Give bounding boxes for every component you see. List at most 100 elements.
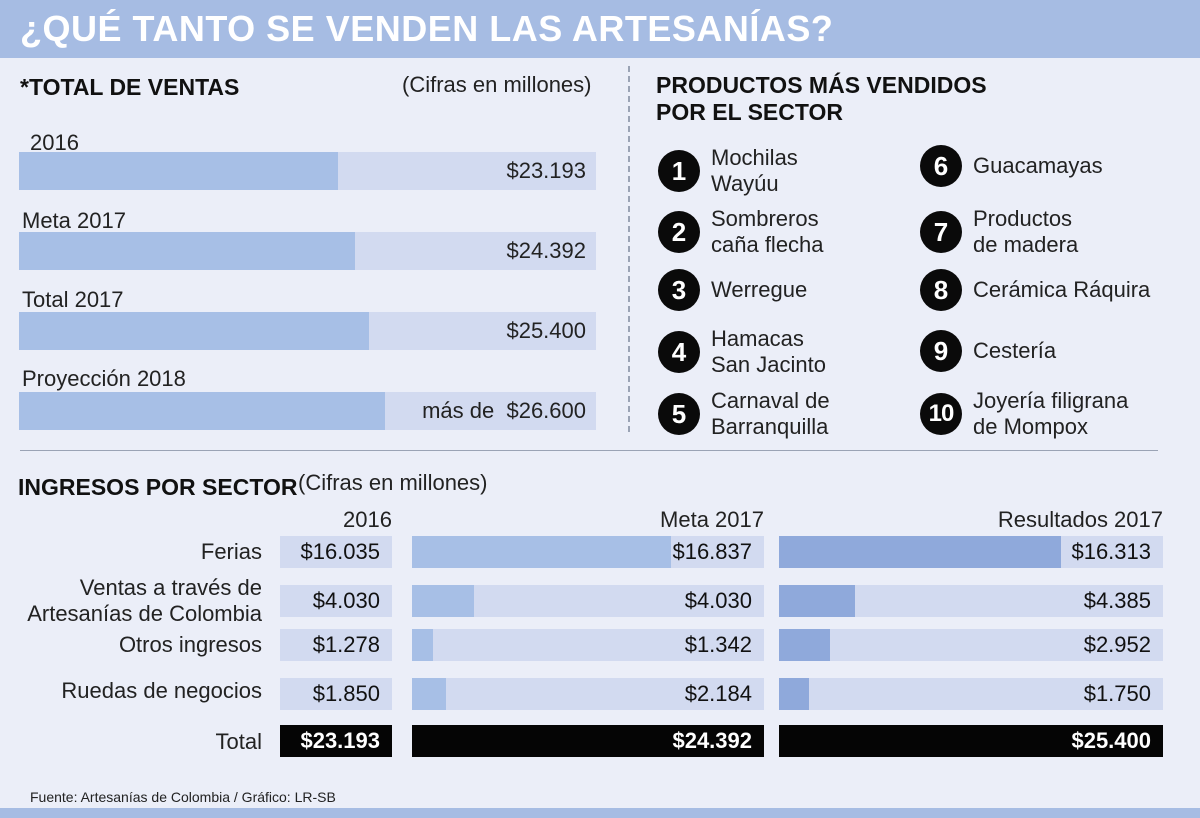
cell-2016-ferias: $16.035 — [280, 536, 392, 568]
product-rank-badge: 5 — [658, 393, 700, 435]
product-item-9: 9 Cestería — [920, 330, 1056, 372]
product-rank-badge: 2 — [658, 211, 700, 253]
tv-bar-total-2017: $25.400 — [19, 312, 596, 350]
tv-value-2016: $23.193 — [506, 158, 586, 183]
product-name: Carnaval de Barranquilla — [711, 388, 830, 439]
tv-bar-fill — [19, 312, 369, 350]
vertical-divider — [628, 66, 630, 432]
product-item-5: 5 Carnaval de Barranquilla — [658, 388, 830, 440]
total-ventas-heading: *TOTAL DE VENTAS — [20, 74, 240, 100]
bar-meta-2017-otros — [412, 629, 433, 661]
cell-value: $2.952 — [1083, 632, 1151, 657]
tv-prefix: más de — [422, 398, 495, 423]
product-rank-badge: 7 — [920, 211, 962, 253]
source-credit: Fuente: Artesanías de Colombia / Gráfico… — [30, 789, 336, 805]
product-rank-badge: 6 — [920, 145, 962, 187]
bar-meta-2017-ferias — [412, 536, 671, 568]
cell-meta-ruedas: $2.184 — [412, 678, 764, 710]
tv-value-meta-2017: $24.392 — [506, 238, 586, 263]
cell-res-total: $25.400 — [779, 725, 1163, 757]
product-rank-badge: 10 — [920, 393, 962, 435]
bar-meta-2017-ruedas — [412, 678, 446, 710]
product-item-3: 3 Werregue — [658, 269, 807, 311]
product-item-1: 1 Mochilas Wayúu — [658, 145, 798, 197]
product-item-6: 6 Guacamayas — [920, 145, 1103, 187]
bar-resultados-2017-ferias — [779, 536, 1061, 568]
bar-resultados-2017-ruedas — [779, 678, 809, 710]
product-name: Hamacas San Jacinto — [711, 326, 826, 377]
product-name: Joyería filigrana de Mompox — [973, 388, 1129, 439]
cell-meta-otros: $1.342 — [412, 629, 764, 661]
tv-bar-proyeccion-2018: más de $26.600 — [19, 392, 596, 430]
cell-value: $16.035 — [300, 539, 380, 564]
cell-res-ruedas: $1.750 — [779, 678, 1163, 710]
cell-value: $1.342 — [684, 632, 752, 657]
cell-value: $23.193 — [300, 728, 380, 753]
cell-value: $2.184 — [684, 681, 752, 706]
total-ventas-units-note: (Cifras en millones) — [402, 72, 592, 97]
cell-meta-ventas: $4.030 — [412, 585, 764, 617]
tv-bar-fill — [19, 232, 355, 270]
tv-label-total-2017: Total 2017 — [22, 287, 124, 312]
product-item-10: 10 Joyería filigrana de Mompox — [920, 388, 1128, 440]
column-header-meta-2017: Meta 2017 — [660, 507, 764, 532]
tv-bar-fill — [19, 392, 385, 430]
row-label-ruedas-negocios: Ruedas de negocios — [61, 678, 262, 703]
tv-label-meta-2017: Meta 2017 — [22, 208, 126, 233]
row-label-otros-ingresos: Otros ingresos — [118, 632, 262, 657]
product-name: Cerámica Ráquira — [973, 277, 1151, 302]
product-rank-badge: 8 — [920, 269, 962, 311]
bottom-strip — [0, 808, 1200, 818]
cell-meta-ferias: $16.837 — [412, 536, 764, 568]
cell-value: $4.030 — [312, 588, 380, 613]
bar-resultados-2017-ventas — [779, 585, 855, 617]
cell-value: $16.837 — [672, 539, 752, 564]
cell-value: $1.850 — [312, 681, 380, 706]
product-name: Guacamayas — [973, 153, 1103, 178]
product-rank-badge: 9 — [920, 330, 962, 372]
row-label-ferias: Ferias — [200, 539, 262, 564]
tv-value-total-2017: $25.400 — [506, 318, 586, 343]
product-item-4: 4 Hamacas San Jacinto — [658, 326, 826, 378]
cell-res-ventas: $4.385 — [779, 585, 1163, 617]
cell-value: $1.750 — [1083, 681, 1151, 706]
product-rank-badge: 1 — [658, 150, 700, 192]
cell-value: $24.392 — [672, 728, 752, 753]
column-header-resultados-2017: Resultados 2017 — [997, 507, 1163, 532]
cell-value: $16.313 — [1071, 539, 1151, 564]
product-name: Werregue — [711, 277, 808, 302]
tv-label-2016: 2016 — [30, 130, 79, 155]
cell-value: $25.400 — [1071, 728, 1151, 753]
bar-resultados-2017-otros — [779, 629, 830, 661]
row-label-ventas-artesanias: Ventas a través de Artesanías de Colombi… — [27, 575, 262, 626]
tv-bar-meta-2017: $24.392 — [19, 232, 596, 270]
product-item-8: 8 Cerámica Ráquira — [920, 269, 1150, 311]
product-name: Cestería — [973, 338, 1057, 363]
cell-value: $4.385 — [1083, 588, 1151, 613]
ingresos-units-note: (Cifras en millones) — [298, 470, 488, 495]
column-header-2016: 2016 — [343, 507, 392, 532]
cell-2016-total: $23.193 — [280, 725, 392, 757]
bar-meta-2017-ventas — [412, 585, 474, 617]
productos-heading-line2: POR EL SECTOR — [656, 99, 844, 125]
page-title: ¿QUÉ TANTO SE VENDEN LAS ARTESANÍAS? — [20, 8, 834, 49]
tv-bar-fill — [19, 152, 338, 190]
ingresos-heading: INGRESOS POR SECTOR — [18, 474, 298, 500]
tv-value-proyeccion-2018: más de $26.600 — [422, 398, 586, 424]
cell-value: $1.278 — [312, 632, 380, 657]
row-label-total: Total — [215, 729, 262, 754]
horizontal-divider — [20, 450, 1158, 451]
tv-bar-2016: $23.193 — [19, 152, 596, 190]
cell-value: $4.030 — [684, 588, 752, 613]
cell-2016-ventas: $4.030 — [280, 585, 392, 617]
cell-res-ferias: $16.313 — [779, 536, 1163, 568]
product-item-2: 2 Sombreros caña flecha — [658, 206, 824, 258]
product-item-7: 7 Productos de madera — [920, 206, 1078, 258]
tv-prefix-value: $26.600 — [506, 398, 586, 423]
productos-heading-line1: PRODUCTOS MÁS VENDIDOS — [656, 72, 987, 98]
product-rank-badge: 3 — [658, 269, 700, 311]
product-rank-badge: 4 — [658, 331, 700, 373]
product-name: Sombreros caña flecha — [711, 206, 824, 257]
product-name: Mochilas Wayúu — [711, 145, 798, 196]
cell-2016-ruedas: $1.850 — [280, 678, 392, 710]
